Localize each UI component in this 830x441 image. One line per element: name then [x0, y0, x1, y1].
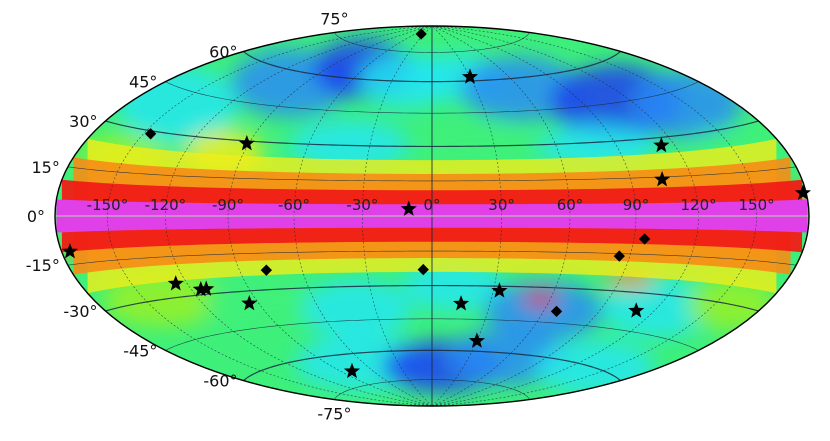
star-marker [167, 275, 184, 291]
diamond-marker [144, 128, 157, 140]
longitude-label: -30° [346, 196, 378, 214]
diamond-marker [260, 264, 273, 276]
star-marker [794, 184, 812, 200]
source-markers [61, 28, 812, 379]
parallel-line [165, 81, 699, 114]
intensity-blob [522, 290, 559, 307]
star-marker [198, 280, 215, 296]
star-marker [452, 295, 470, 311]
star-marker [241, 294, 258, 311]
longitude-label: 30° [488, 196, 515, 214]
longitude-label: 120° [681, 196, 717, 214]
intensity-blob [301, 279, 412, 340]
latitude-label: 0° [27, 207, 45, 226]
latitude-label: -15° [26, 256, 60, 275]
star-marker [468, 332, 485, 348]
star-marker [628, 302, 645, 318]
parallel-line [243, 349, 621, 382]
parallel-line [105, 120, 759, 148]
longitude-label: 150° [738, 196, 774, 214]
parallel-line [67, 166, 797, 182]
latitude-label: 60° [209, 42, 237, 61]
longitude-label: -60° [278, 196, 310, 214]
longitude-label: 60° [557, 196, 584, 214]
longitude-label: -120° [145, 196, 187, 214]
latitude-label: 15° [31, 158, 59, 177]
intensity-blob [203, 276, 314, 329]
latitude-label: 45° [129, 73, 157, 92]
sky-intensity-map [55, 26, 809, 406]
longitude-labels: -150° -120° -90° -60° -30° 0° 30° 60° 90° 120° 150… [87, 196, 775, 214]
latitude-label: 75° [320, 9, 348, 28]
parallel-line [334, 32, 530, 53]
star-marker [238, 134, 255, 151]
star-marker [400, 200, 417, 216]
latitude-label: -75° [317, 405, 351, 424]
parallel-line [67, 250, 797, 266]
galactic-plane-bands [56, 138, 808, 294]
longitude-label: -90° [212, 196, 244, 214]
latitude-label: -30° [63, 302, 97, 321]
latitude-labels: 75° 60° 45° 30° 15° 0° -15° -30° -45° -60° -75° [26, 9, 352, 423]
star-marker [491, 282, 508, 298]
star-marker [61, 243, 79, 259]
diamond-marker [550, 305, 563, 318]
diamond-marker [417, 263, 429, 276]
star-marker [461, 68, 479, 84]
longitude-label: 90° [623, 196, 650, 214]
star-marker [653, 136, 670, 153]
star-marker [654, 171, 671, 187]
parallel-line [165, 318, 699, 351]
star-marker [343, 362, 361, 379]
longitude-label: -150° [87, 196, 129, 214]
latitude-label: 30° [69, 112, 97, 131]
parallel-line [334, 379, 530, 400]
graticule [55, 26, 809, 406]
parallel-line [105, 284, 759, 312]
latitude-label: -60° [203, 372, 237, 391]
diamond-marker [638, 233, 651, 245]
latitude-label: -45° [123, 341, 157, 360]
map-outline [54, 25, 810, 407]
parallel-line [243, 50, 621, 83]
longitude-label: 0° [423, 196, 440, 214]
star-marker [192, 280, 209, 297]
